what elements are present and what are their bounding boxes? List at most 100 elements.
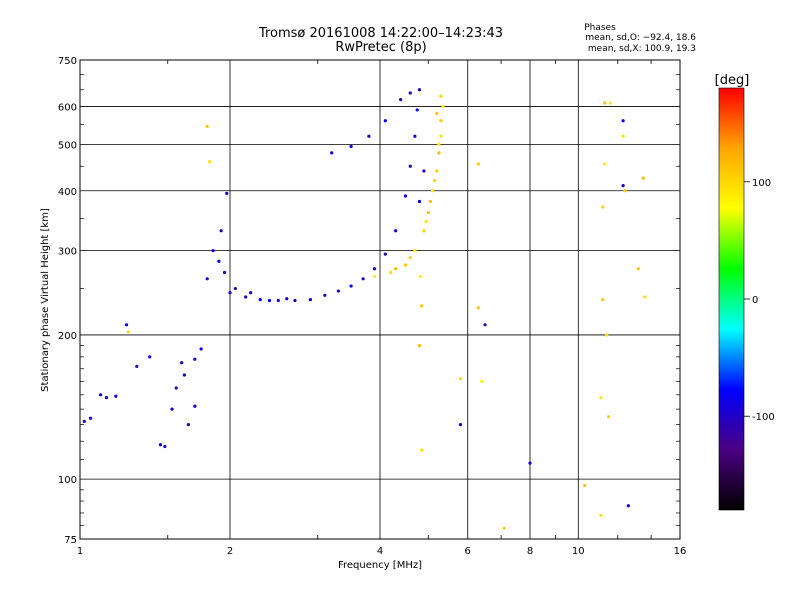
data-point-x [636,267,640,271]
data-point-o [180,361,184,365]
data-point-o [349,284,353,288]
data-point-x [439,94,443,98]
data-point-o [258,298,262,302]
data-point-o [336,289,340,293]
y-tick-label: 75 [64,535,77,546]
data-point-o [148,355,152,359]
data-point-o [367,134,371,138]
data-point-x [476,162,480,166]
data-point-x [439,119,443,123]
data-point-o [308,298,313,302]
data-point-x [426,211,430,215]
data-point-o [82,419,86,423]
data-point-o [217,259,221,263]
data-point-x [603,162,607,166]
data-point-x [422,229,426,233]
data-point-o [626,504,630,508]
x-tick-label: 16 [674,546,687,557]
data-point-x [606,415,611,419]
data-point-o [193,357,197,361]
data-point-x [439,134,443,138]
data-point-o [249,291,253,295]
data-point-o [170,407,174,411]
y-tick-label: 200 [58,331,77,342]
y-tick-label: 100 [58,475,77,486]
colorbar-tick-label: -100 [752,412,775,423]
data-point-o [182,373,186,377]
x-tick-label: 6 [465,546,471,557]
data-point-x [408,256,412,260]
x-tick-label: 8 [527,546,533,557]
data-point-x [424,219,428,224]
phase-stats-x: mean, sd,X: 100.9, 19.3 [587,44,696,54]
colorbar-tick-label: 100 [752,178,771,189]
data-point-x [372,274,377,279]
data-point-x [623,189,627,193]
data-point-o [330,151,334,155]
data-point-o [158,443,163,447]
y-axis-label: Stationary phase Virtual Height [km] [40,208,51,392]
data-point-x [476,306,480,310]
data-point-o [361,277,365,281]
data-point-x [417,344,422,348]
data-point-o [417,88,422,92]
data-point-x [433,179,437,183]
data-point-x [480,379,484,383]
data-point-x [601,205,605,209]
data-point-o [408,91,412,95]
data-point-o [219,229,223,233]
data-point-o [199,347,203,351]
data-point-x [207,160,212,164]
colorbar [718,87,745,511]
x-axis-label: Frequency [MHz] [338,560,422,571]
data-point-x [608,101,613,105]
x-tick-label: 10 [572,546,585,557]
data-point-o [528,461,532,465]
data-point-o [417,199,422,204]
data-point-o [186,422,190,427]
data-point-o [193,404,197,408]
data-point-o [163,444,167,449]
y-tick-label: 750 [58,56,77,67]
y-tick-label: 500 [58,140,77,151]
data-point-x [599,395,603,400]
data-point-o [174,386,178,390]
data-point-o [621,184,625,188]
data-point-x [599,513,603,518]
data-point-x [458,377,463,381]
data-point-x [502,526,506,530]
data-point-o [408,164,412,168]
data-point-x [413,249,417,253]
data-point-o [349,144,353,149]
phase-stats-header: Phases [584,23,616,33]
data-point-x [418,274,422,279]
data-point-o [458,422,463,427]
data-point-o [621,119,625,123]
data-point-x [126,330,130,334]
data-point-x [205,124,209,129]
data-point-o [276,298,280,303]
plot-frame [79,59,681,540]
data-point-o [244,295,248,299]
data-point-o [88,416,93,420]
data-point-x [428,199,433,204]
data-point-x [621,134,625,138]
data-point-o [413,134,417,138]
phase-stats-o: mean, sd,O: −92.4, 18.6 [585,33,696,43]
data-point-o [222,270,227,275]
data-point-x [430,189,435,193]
data-point-o [104,395,109,400]
data-point-x [603,101,607,105]
data-point-o [383,252,387,256]
x-tick-label: 2 [227,546,233,557]
y-tick-label: 400 [58,187,77,198]
colorbar-label: [deg] [715,73,750,88]
chart-title: Tromsø 20161008 14:22:00–14:23:43 [258,26,504,41]
data-point-o [225,191,229,195]
data-point-o [394,229,398,233]
data-point-o [372,267,377,271]
data-point-x [437,142,441,146]
data-point-x [605,333,609,337]
data-point-x [388,270,393,275]
